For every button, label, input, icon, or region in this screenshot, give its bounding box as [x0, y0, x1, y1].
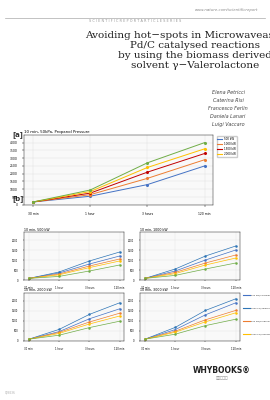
Text: Caterina Risi: Caterina Risi: [212, 98, 244, 103]
Text: S C I E N T I F I C R E P O R T A R T I C L E S E R I E S: S C I E N T I F I C R E P O R T A R T I …: [89, 19, 181, 23]
Text: solvent γ−Valerolactone: solvent γ−Valerolactone: [131, 61, 259, 70]
Text: 1000 kW/Propanol: 1000 kW/Propanol: [251, 333, 270, 335]
Text: Elena Petricci: Elena Petricci: [211, 90, 245, 95]
Text: Q28536: Q28536: [5, 391, 16, 395]
Text: 10 min, 500 kW: 10 min, 500 kW: [24, 228, 50, 232]
Text: [b]: [b]: [12, 195, 23, 202]
Text: Francesco Ferlin: Francesco Ferlin: [208, 106, 248, 111]
Text: 10 min, 1000 kW: 10 min, 1000 kW: [140, 228, 168, 232]
Text: 500 kW/Valerolactone: 500 kW/Valerolactone: [251, 294, 270, 296]
Text: 中国发行人: 中国发行人: [216, 376, 228, 380]
Text: www.nature.com/scientificreport: www.nature.com/scientificreport: [195, 8, 258, 12]
Text: by using the biomass derived: by using the biomass derived: [118, 51, 270, 60]
Text: Daniela Lanari: Daniela Lanari: [210, 114, 246, 119]
Text: Avoiding hot−spots in Microwaveassisted: Avoiding hot−spots in Microwaveassisted: [85, 31, 270, 40]
Text: 10 min, 2000 kW: 10 min, 2000 kW: [24, 288, 52, 292]
Text: 500 kW/Propanol: 500 kW/Propanol: [251, 320, 269, 322]
Text: 10 min, 50kPa, Propanol Pressure: 10 min, 50kPa, Propanol Pressure: [24, 130, 90, 134]
Text: Luigi Vaccaro: Luigi Vaccaro: [212, 122, 244, 127]
Text: 10 min, 3000 kW: 10 min, 3000 kW: [140, 288, 168, 292]
Text: 1000 kW/Valerolactone: 1000 kW/Valerolactone: [251, 307, 270, 309]
Text: WHYBOOKS®: WHYBOOKS®: [193, 366, 251, 374]
Text: [a]: [a]: [12, 131, 23, 138]
Legend: 500 kW, 1000 kW, 1500 kW, 2000 kW: 500 kW, 1000 kW, 1500 kW, 2000 kW: [217, 136, 237, 157]
Text: Pd/C catalysed reactions: Pd/C catalysed reactions: [130, 41, 260, 50]
